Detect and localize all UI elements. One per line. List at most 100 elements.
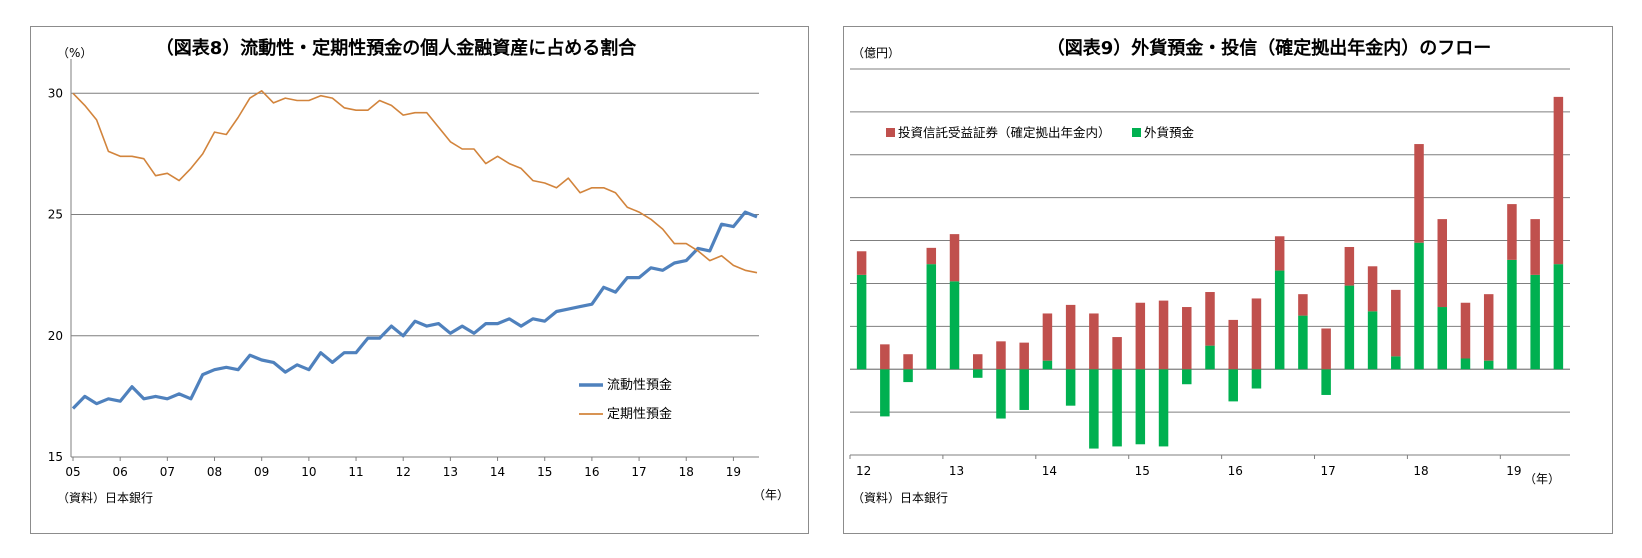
bar-投資信託受益証券 bbox=[1344, 246, 1355, 286]
series-lines bbox=[71, 89, 758, 410]
y-axis-unit: （%） bbox=[57, 46, 92, 60]
bar-外貨預金 bbox=[1274, 270, 1285, 370]
bar-外貨預金 bbox=[1089, 369, 1099, 449]
bar-chart-panel: （図表9）外貨預金・投信（確定拠出年金内）のフロー （億円） （年） （資料）日… bbox=[843, 26, 1613, 534]
bar-投資信託受益証券 bbox=[1507, 204, 1517, 260]
bar-外貨預金 bbox=[1298, 315, 1308, 370]
bar-外貨預金 bbox=[1251, 369, 1262, 389]
bar-chart: （図表9）外貨預金・投信（確定拠出年金内）のフロー （億円） （年） （資料）日… bbox=[849, 37, 1570, 505]
bar-外貨預金 bbox=[1507, 259, 1517, 370]
x-tick-label: 18 bbox=[1413, 464, 1428, 478]
bar-投資信託受益証券 bbox=[1391, 289, 1401, 357]
x-tick-label: 19 bbox=[1506, 464, 1521, 478]
bar-投資信託受益証券 bbox=[1228, 319, 1238, 370]
bar-外貨預金 bbox=[1228, 369, 1238, 402]
bar-外貨預金 bbox=[972, 369, 983, 378]
bar-投資信託受益証券 bbox=[880, 344, 890, 370]
bar-投資信託受益証券 bbox=[1437, 219, 1448, 308]
bar-外貨預金 bbox=[1321, 369, 1331, 395]
line-chart-panel: （図表8）流動性・定期性預金の個人金融資産に占める割合 （%） （年） （資料）… bbox=[30, 26, 809, 534]
bar-投資信託受益証券 bbox=[1042, 313, 1053, 361]
x-tick-label: 13 bbox=[443, 465, 458, 479]
bar-投資信託受益証券 bbox=[1414, 144, 1424, 243]
bar-外貨預金 bbox=[1460, 358, 1471, 370]
y-tick-label: 20 bbox=[48, 329, 63, 343]
line-chart: （図表8）流動性・定期性預金の個人金融資産に占める割合 （%） （年） （資料）… bbox=[48, 37, 789, 505]
x-tick-label: 14 bbox=[1042, 464, 1057, 478]
bar-外貨預金 bbox=[1344, 285, 1355, 370]
bar-外貨預金 bbox=[1483, 360, 1494, 370]
bar-外貨預金 bbox=[1437, 307, 1448, 370]
stacked-bars bbox=[856, 96, 1564, 449]
bar-外貨預金 bbox=[880, 369, 890, 417]
x-tick-label: 05 bbox=[65, 465, 80, 479]
bar-投資信託受益証券 bbox=[1298, 294, 1308, 316]
x-tick-label: 14 bbox=[490, 465, 505, 479]
legend-label-外貨預金: 外貨預金 bbox=[1144, 125, 1195, 140]
bar-投資信託受益証券 bbox=[949, 234, 960, 282]
bar-投資信託受益証券 bbox=[1065, 304, 1076, 370]
bar-投資信託受益証券 bbox=[1483, 294, 1494, 361]
bar-外貨預金 bbox=[1158, 369, 1169, 447]
y-axis-unit: （億円） bbox=[852, 46, 900, 60]
x-tick-label: 10 bbox=[301, 465, 316, 479]
x-tick-label: 19 bbox=[726, 465, 741, 479]
legend-label-流動性預金: 流動性預金 bbox=[607, 377, 672, 393]
x-tick-label: 11 bbox=[348, 465, 363, 479]
bar-投資信託受益証券 bbox=[1553, 96, 1564, 265]
bar-外貨預金 bbox=[1135, 369, 1146, 445]
bar-外貨預金 bbox=[1112, 369, 1122, 447]
x-axis-unit: （年） bbox=[753, 488, 789, 502]
y-gridlines bbox=[70, 59, 759, 458]
y-tick-label: 15 bbox=[48, 450, 63, 464]
bar-投資信託受益証券 bbox=[996, 341, 1006, 370]
x-tick-label: 15 bbox=[537, 465, 552, 479]
chart-title: （図表8）流動性・定期性預金の個人金融資産に占める割合 bbox=[156, 37, 638, 59]
series-line-流動性預金 bbox=[71, 210, 758, 410]
x-tick-label: 12 bbox=[396, 465, 411, 479]
x-axis-unit: （年） bbox=[1524, 472, 1560, 486]
y-tick-labels: 15 20 25 30 bbox=[48, 86, 63, 464]
bar-投資信託受益証券 bbox=[1135, 302, 1146, 370]
bar-外貨預金 bbox=[856, 274, 867, 370]
y-tick-label: 30 bbox=[48, 86, 63, 100]
bar-投資信託受益証券 bbox=[1089, 313, 1099, 370]
bar-投資信託受益証券 bbox=[1205, 292, 1215, 346]
legend-label-定期性預金: 定期性預金 bbox=[607, 406, 672, 422]
x-tick-label: 17 bbox=[1320, 464, 1335, 478]
x-tick-label: 16 bbox=[584, 465, 599, 479]
x-tick-label: 07 bbox=[160, 465, 175, 479]
y-tick-label: 25 bbox=[48, 208, 63, 222]
x-tick-label: 12 bbox=[856, 464, 871, 478]
bar-投資信託受益証券 bbox=[1274, 236, 1285, 271]
bar-投資信託受益証券 bbox=[1367, 266, 1378, 312]
legend: 投資信託受益証券（確定拠出年金内） 外貨預金 bbox=[886, 125, 1195, 140]
bar-投資信託受益証券 bbox=[1182, 307, 1192, 370]
source-note: （資料）日本銀行 bbox=[852, 491, 948, 505]
x-tick-label: 13 bbox=[949, 464, 964, 478]
legend-swatch-外貨預金 bbox=[1132, 128, 1141, 137]
bar-外貨預金 bbox=[903, 369, 913, 383]
series-line-定期性預金 bbox=[72, 89, 758, 274]
bar-外貨預金 bbox=[1553, 264, 1564, 370]
bar-外貨預金 bbox=[1182, 369, 1192, 385]
bar-投資信託受益証券 bbox=[972, 354, 983, 370]
bar-外貨預金 bbox=[926, 264, 937, 370]
bar-投資信託受益証券 bbox=[1530, 219, 1540, 275]
bar-外貨預金 bbox=[1065, 369, 1076, 406]
legend-label-投資信託受益証券: 投資信託受益証券（確定拠出年金内） bbox=[898, 125, 1111, 140]
bar-投資信託受益証券 bbox=[926, 247, 937, 265]
x-tick-label: 09 bbox=[254, 465, 269, 479]
bar-投資信託受益証券 bbox=[1112, 337, 1122, 370]
legend: 流動性預金 定期性預金 bbox=[579, 377, 672, 422]
x-tick-label: 16 bbox=[1228, 464, 1243, 478]
source-note: （資料）日本銀行 bbox=[57, 491, 153, 505]
x-tick-labels: 05 06 07 08 09 10 11 12 13 14 15 16 17 18 19 bbox=[65, 457, 741, 479]
x-tick-label: 15 bbox=[1135, 464, 1150, 478]
x-tick-label: 08 bbox=[207, 465, 222, 479]
bar-投資信託受益証券 bbox=[1251, 298, 1262, 370]
bar-投資信託受益証券 bbox=[903, 354, 913, 370]
legend-swatch-投資信託受益証券 bbox=[886, 128, 895, 137]
bar-外貨預金 bbox=[1530, 274, 1540, 370]
bar-投資信託受益証券 bbox=[1019, 342, 1029, 370]
